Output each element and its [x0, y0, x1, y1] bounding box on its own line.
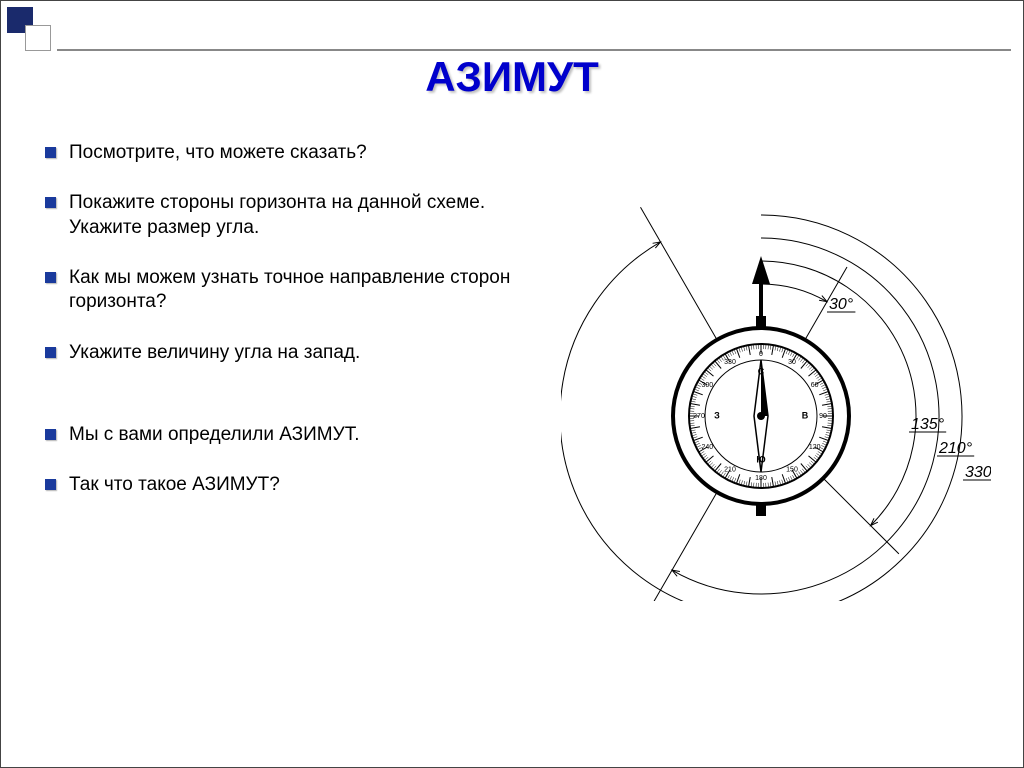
bullet-list-container: Посмотрите, что можете сказать? Покажите … — [41, 141, 541, 524]
svg-text:60: 60 — [811, 382, 819, 389]
svg-text:90: 90 — [819, 413, 827, 420]
slide: АЗИМУТ Посмотрите, что можете сказать?По… — [0, 0, 1024, 768]
bullet-list: Посмотрите, что можете сказать? Покажите … — [41, 141, 541, 498]
svg-text:270: 270 — [693, 413, 705, 420]
list-item: Укажите величину угла на запад. — [41, 341, 541, 365]
svg-text:30: 30 — [788, 359, 796, 366]
svg-text:0: 0 — [759, 351, 763, 358]
svg-text:150: 150 — [786, 467, 798, 474]
list-item: Мы с вами определили АЗИМУТ. — [41, 423, 541, 447]
corner-decoration — [7, 7, 57, 57]
svg-text:330: 330 — [724, 359, 736, 366]
svg-text:240: 240 — [701, 444, 713, 451]
svg-text:210°: 210° — [938, 440, 973, 457]
list-item: Как мы можем узнать точное направление с… — [41, 266, 541, 315]
svg-text:330°: 330° — [965, 464, 991, 481]
svg-text:135°: 135° — [911, 416, 945, 433]
title-rule — [57, 49, 1011, 51]
list-item: Покажите стороны горизонта на данной схе… — [41, 191, 541, 240]
list-item: Так что такое АЗИМУТ? — [41, 473, 541, 497]
page-title: АЗИМУТ — [1, 53, 1023, 101]
svg-text:30°: 30° — [829, 296, 854, 313]
svg-text:В: В — [802, 410, 809, 420]
svg-text:Ю: Ю — [756, 454, 765, 464]
svg-text:300: 300 — [701, 382, 713, 389]
svg-text:210: 210 — [724, 467, 736, 474]
list-item: Посмотрите, что можете сказать? — [41, 141, 541, 165]
svg-text:180: 180 — [755, 475, 767, 482]
svg-text:З: З — [714, 410, 720, 420]
azimuth-diagram: 0306090120150180210240270300330СВЮЗ30°13… — [561, 201, 991, 601]
svg-text:120: 120 — [809, 444, 821, 451]
